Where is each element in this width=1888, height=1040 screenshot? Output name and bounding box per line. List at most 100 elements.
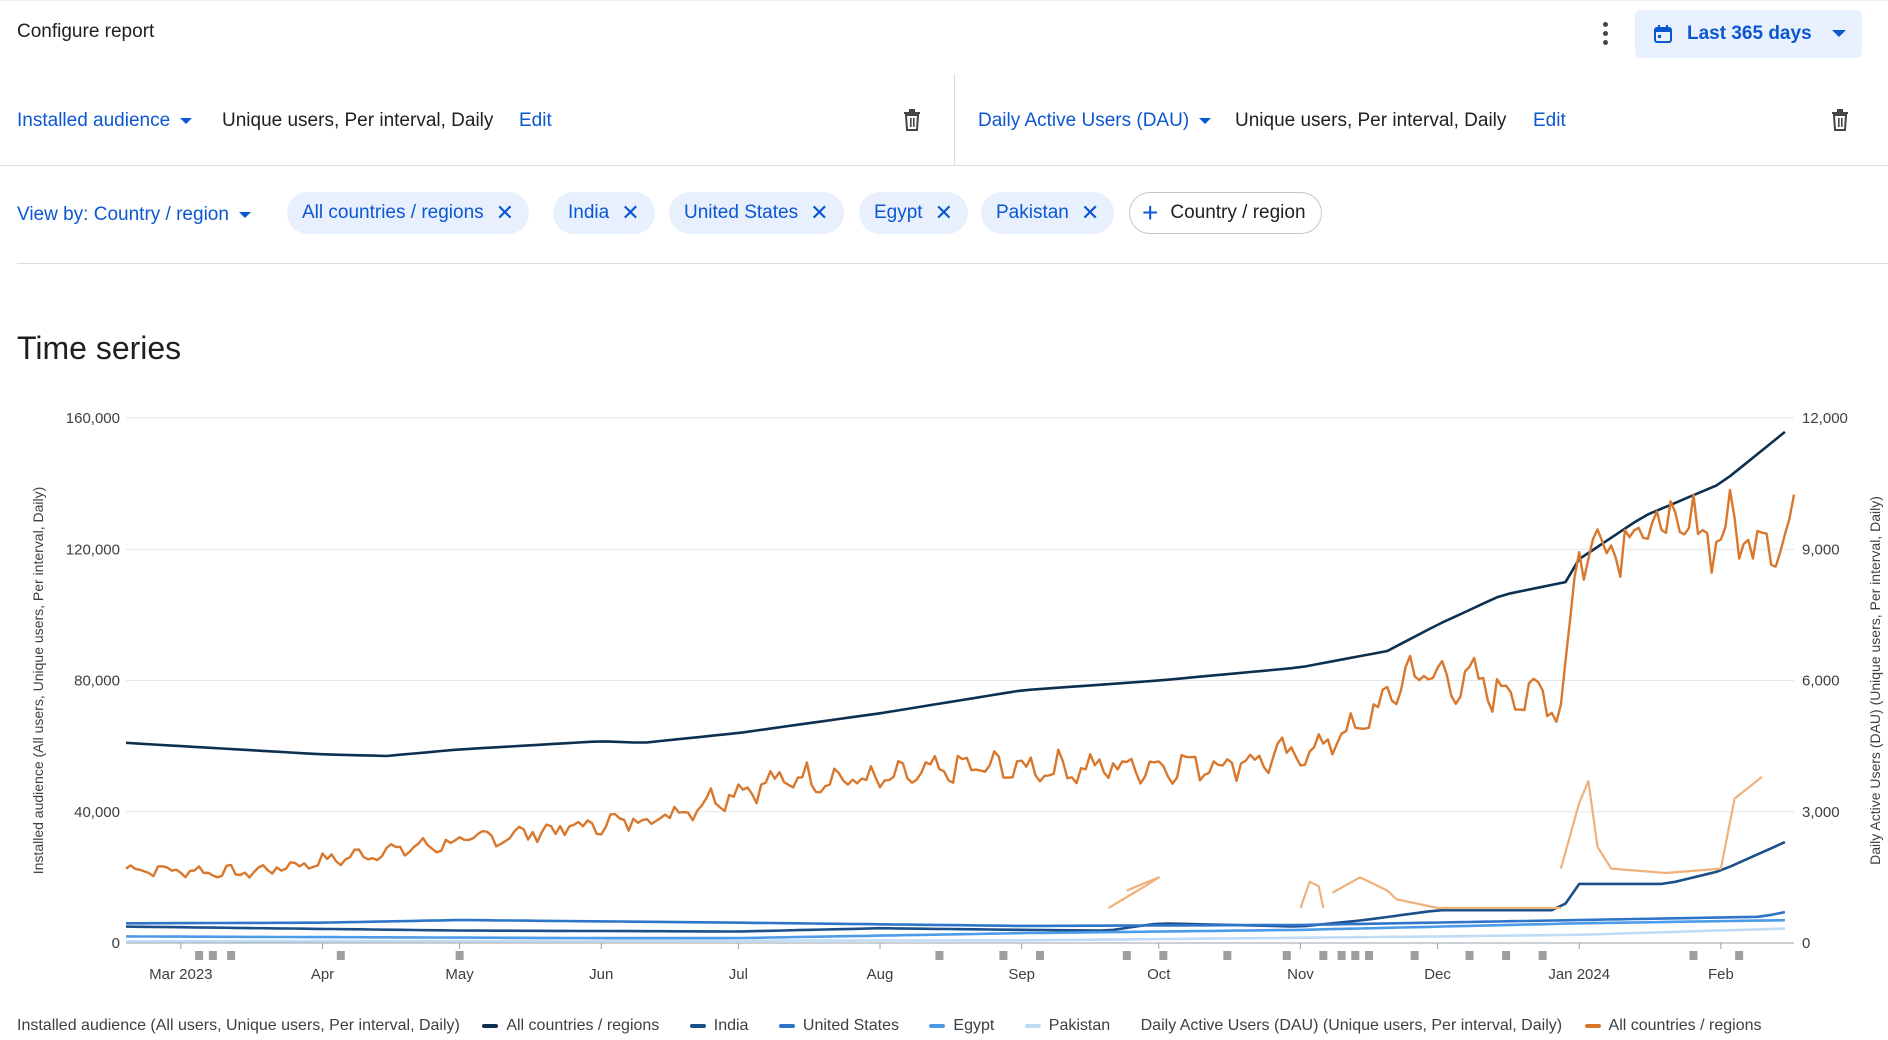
x-tick-label: Dec bbox=[1424, 966, 1451, 983]
legend-label: All countries / regions bbox=[1608, 1017, 1762, 1034]
y-left-tick-label: 0 bbox=[112, 935, 120, 952]
y-right-tick-label: 12,000 bbox=[1802, 410, 1848, 427]
x-tick-label: Sep bbox=[1008, 966, 1035, 983]
chevron-down-icon bbox=[238, 211, 251, 218]
chart-legend: Installed audience (All users, Unique us… bbox=[17, 1017, 1788, 1039]
annotation-marker bbox=[1735, 951, 1744, 960]
legend-label: All countries / regions bbox=[506, 1017, 660, 1034]
x-tick-label: Nov bbox=[1287, 966, 1314, 983]
close-icon[interactable]: ✕ bbox=[621, 200, 640, 225]
x-tick-label: Apr bbox=[311, 966, 334, 983]
page-title: Configure report bbox=[17, 21, 155, 42]
filter-chip-pakistan[interactable]: Pakistan ✕ bbox=[981, 192, 1115, 234]
trash-icon[interactable] bbox=[1830, 109, 1850, 131]
annotation-marker bbox=[999, 951, 1008, 960]
edit-metric-button[interactable]: Edit bbox=[519, 110, 552, 131]
metric-selector-label: Installed audience bbox=[17, 110, 171, 131]
x-tick-label: Jun bbox=[589, 966, 613, 983]
annotation-marker bbox=[1465, 951, 1474, 960]
filter-chip-all-countries[interactable]: All countries / regions ✕ bbox=[287, 192, 530, 234]
dau-fragment-3 bbox=[1559, 775, 1763, 875]
y-left-tick-label: 160,000 bbox=[66, 410, 120, 427]
x-tick-label: Oct bbox=[1147, 966, 1171, 983]
annotation-marker bbox=[1223, 951, 1232, 960]
add-chip-label: Country / region bbox=[1170, 202, 1306, 223]
filter-chip-united-states[interactable]: United States ✕ bbox=[669, 192, 844, 234]
view-by-selector[interactable]: View by: Country / region bbox=[17, 204, 251, 226]
x-tick-label: Mar 2023 bbox=[149, 966, 212, 983]
metric-left: Installed audience Unique users, Per int… bbox=[0, 74, 955, 166]
date-range-button[interactable]: Last 365 days bbox=[1635, 10, 1862, 58]
legend-item[interactable]: Pakistan bbox=[1024, 1017, 1110, 1035]
legend-swatch bbox=[1024, 1023, 1041, 1028]
x-tick-label: Feb bbox=[1708, 966, 1734, 983]
annotation-marker bbox=[227, 951, 236, 960]
annotation-marker bbox=[336, 951, 345, 960]
annotation-marker bbox=[1159, 951, 1168, 960]
metric-right: Daily Active Users (DAU) Unique users, P… bbox=[956, 74, 1888, 166]
chevron-down-icon bbox=[1832, 30, 1846, 37]
x-tick-label: Aug bbox=[867, 966, 894, 983]
close-icon[interactable]: ✕ bbox=[934, 200, 954, 225]
legend-swatch bbox=[1584, 1023, 1601, 1028]
annotation-marker bbox=[1538, 951, 1547, 960]
x-tick-label: Jul bbox=[729, 966, 748, 983]
annotation-marker bbox=[1337, 951, 1346, 960]
annotation-marker bbox=[1122, 951, 1131, 960]
annotation-marker bbox=[1351, 951, 1360, 960]
metric-selector-label: Daily Active Users (DAU) bbox=[978, 110, 1190, 131]
add-country-button[interactable]: + Country / region bbox=[1129, 192, 1322, 234]
filter-row: View by: Country / region All countries … bbox=[17, 192, 1888, 264]
series-line-2 bbox=[126, 910, 1786, 928]
legend-swatch bbox=[778, 1023, 795, 1028]
close-icon[interactable]: ✕ bbox=[495, 200, 515, 225]
view-by-label: View by: Country / region bbox=[17, 204, 229, 225]
chip-label: All countries / regions bbox=[302, 202, 484, 223]
legend-item[interactable]: All countries / regions bbox=[1584, 1017, 1762, 1035]
edit-metric-button[interactable]: Edit bbox=[1533, 110, 1566, 131]
annotation-marker bbox=[1319, 951, 1328, 960]
plus-icon: + bbox=[1142, 197, 1159, 228]
annotation-marker bbox=[1282, 951, 1291, 960]
metric-selector-right[interactable]: Daily Active Users (DAU) bbox=[978, 110, 1212, 132]
metric-description: Unique users, Per interval, Daily bbox=[1235, 110, 1507, 131]
annotation-marker bbox=[1410, 951, 1419, 960]
y-left-tick-label: 80,000 bbox=[74, 673, 120, 690]
calendar-icon bbox=[1654, 25, 1672, 43]
legend-item[interactable]: India bbox=[689, 1017, 748, 1035]
date-range-label: Last 365 days bbox=[1687, 23, 1812, 44]
x-tick-label: Jan 2024 bbox=[1548, 966, 1610, 983]
annotation-marker bbox=[455, 951, 464, 960]
legend-group-title: Daily Active Users (DAU) (Unique users, … bbox=[1140, 1017, 1563, 1034]
series-line-4 bbox=[125, 927, 1785, 943]
chip-label: India bbox=[568, 202, 610, 223]
dau-fragment-0 bbox=[1107, 876, 1160, 909]
series-line-1 bbox=[125, 840, 1786, 933]
legend-item[interactable]: All countries / regions bbox=[482, 1017, 659, 1035]
close-icon[interactable]: ✕ bbox=[810, 200, 829, 225]
annotation-marker bbox=[195, 951, 204, 960]
legend-item[interactable]: Egypt bbox=[929, 1017, 994, 1035]
close-icon[interactable]: ✕ bbox=[1080, 200, 1100, 225]
more-options-icon[interactable] bbox=[1590, 18, 1620, 48]
series-line-5 bbox=[125, 488, 1796, 879]
chevron-down-icon bbox=[1199, 117, 1212, 124]
annotation-marker bbox=[208, 951, 217, 960]
dau-fragment-2 bbox=[1331, 876, 1561, 910]
legend-swatch bbox=[482, 1023, 499, 1028]
y-left-tick-label: 40,000 bbox=[74, 804, 120, 821]
y-right-tick-label: 6,000 bbox=[1802, 673, 1840, 690]
series-line-0 bbox=[125, 430, 1786, 758]
y-left-axis-title: Installed audience (All users, Unique us… bbox=[30, 487, 46, 875]
filter-chip-egypt[interactable]: Egypt ✕ bbox=[859, 192, 969, 234]
legend-item[interactable]: United States bbox=[778, 1017, 899, 1035]
filter-chip-india[interactable]: India ✕ bbox=[553, 192, 655, 234]
y-left-tick-label: 120,000 bbox=[66, 541, 120, 558]
y-right-axis-title: Daily Active Users (DAU) (Unique users, … bbox=[1867, 496, 1883, 865]
x-tick-label: May bbox=[445, 966, 474, 983]
annotation-marker bbox=[935, 951, 944, 960]
time-series-chart: 0 0 40,000 3,000 80,000 6,000 120,000 9,000 160,… bbox=[30, 410, 1883, 983]
metric-selector-left[interactable]: Installed audience bbox=[17, 110, 193, 132]
chip-label: Pakistan bbox=[996, 202, 1069, 223]
trash-icon[interactable] bbox=[902, 109, 922, 131]
